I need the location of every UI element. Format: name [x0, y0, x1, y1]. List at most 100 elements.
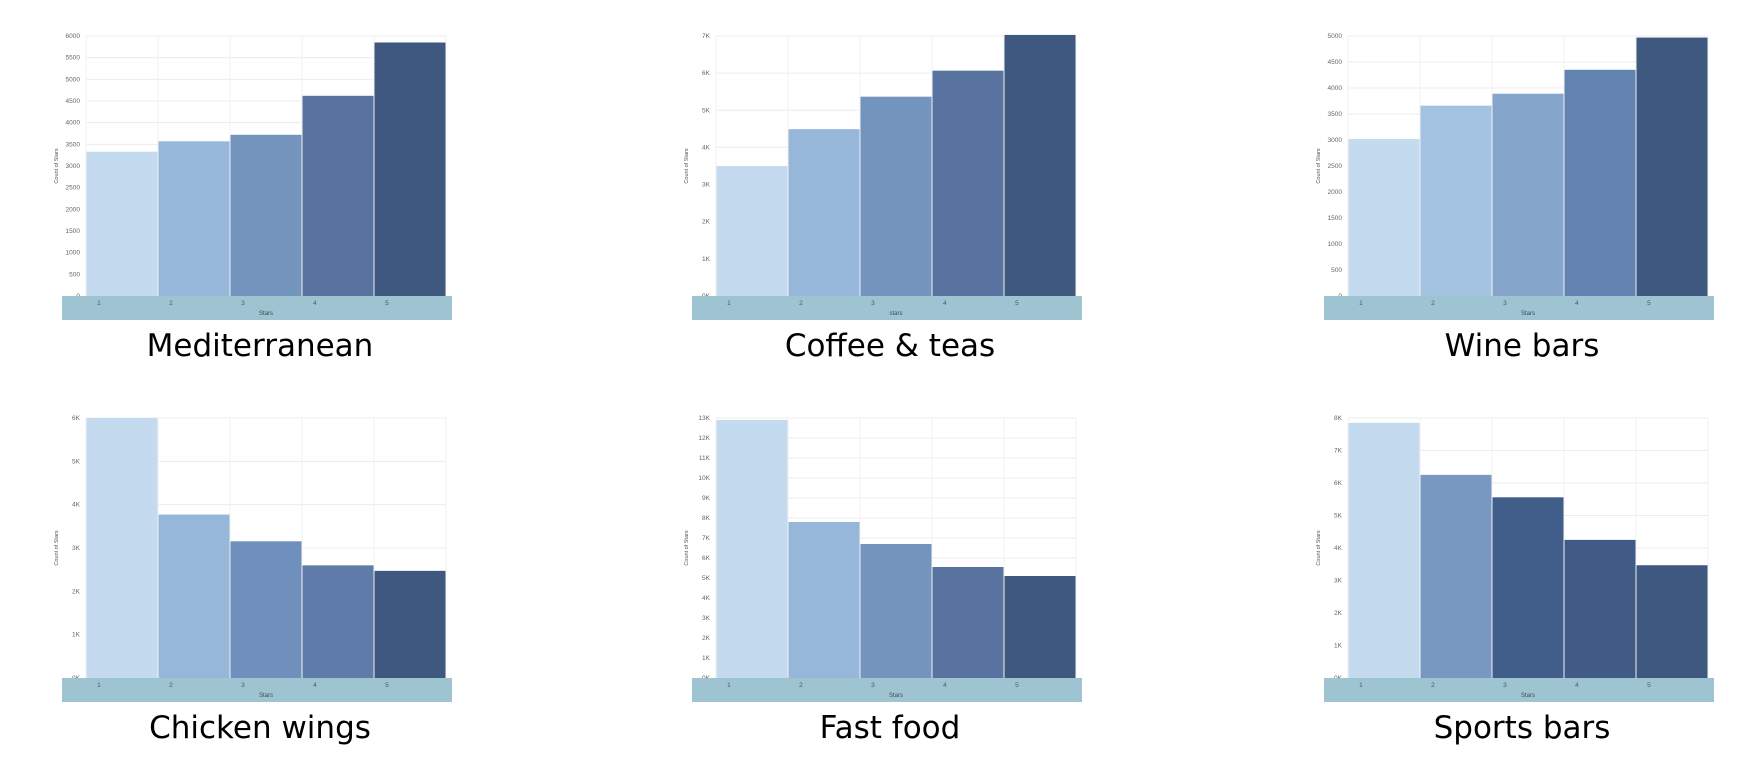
chart-title: Wine bars — [1444, 328, 1600, 364]
y-axis-title: Count of Stars — [684, 148, 690, 183]
x-tick-label: 3 — [1503, 682, 1507, 689]
y-tick-label: 1K — [702, 655, 711, 662]
x-tick-label: 5 — [385, 682, 389, 689]
x-axis-title: stars — [889, 311, 902, 317]
chart-sports-bars: 0K1K2K3K4K5K6K7K8KCount of Stars12345Sta… — [1316, 415, 1714, 702]
x-tick-label: 4 — [1575, 682, 1579, 689]
y-axis-title: Count of Stars — [1316, 530, 1322, 565]
bar-stars-5 — [374, 570, 446, 678]
chart-title: Chicken wings — [149, 710, 371, 746]
bar-stars-3 — [1492, 497, 1564, 678]
y-tick-label: 5K — [1334, 513, 1343, 520]
x-tick-label: 3 — [871, 682, 875, 689]
y-tick-label: 3K — [702, 182, 711, 189]
y-tick-label: 1500 — [66, 228, 81, 235]
y-tick-label: 11K — [699, 455, 711, 462]
chart-panel-coffee-teas: 0K1K2K3K4K5K6K7KCount of Stars12345stars… — [670, 26, 1090, 364]
x-tick-label: 2 — [799, 682, 803, 689]
chart-panel-sports-bars: 0K1K2K3K4K5K6K7K8KCount of Stars12345Sta… — [1302, 408, 1722, 746]
y-tick-label: 4K — [702, 595, 711, 602]
y-tick-label: 2K — [702, 219, 711, 226]
bar-stars-1 — [1348, 138, 1420, 296]
chart-mediterranean: 0500100015002000250030003500400045005000… — [54, 33, 452, 320]
y-tick-label: 1K — [72, 632, 81, 639]
y-tick-label: 3500 — [66, 141, 81, 148]
y-axis-title: Count of Stars — [54, 148, 60, 183]
x-tick-label: 3 — [241, 682, 245, 689]
y-tick-label: 10K — [698, 475, 710, 482]
chart-title: Fast food — [819, 710, 961, 746]
y-axis-title: Count of Stars — [1316, 148, 1322, 183]
x-tick-label: 4 — [313, 682, 317, 689]
y-tick-label: 1000 — [1328, 241, 1343, 248]
chart-fast-food: 0K1K2K3K4K5K6K7K8K9K10K11K12K13KCount of… — [684, 415, 1082, 702]
x-axis-title: Stars — [1521, 693, 1535, 699]
y-tick-label: 3000 — [1328, 137, 1343, 144]
y-tick-label: 8K — [702, 515, 711, 522]
y-tick-label: 7K — [702, 33, 711, 40]
y-tick-label: 1K — [1334, 643, 1343, 650]
y-tick-label: 8K — [1334, 415, 1343, 422]
x-axis-title: Stars — [259, 693, 273, 699]
y-tick-label: 13K — [698, 415, 710, 422]
bar-stars-1 — [1348, 422, 1420, 678]
bar-stars-1 — [86, 418, 158, 678]
y-tick-label: 5K — [72, 458, 81, 465]
bar-stars-5 — [1636, 37, 1708, 297]
x-tick-label: 3 — [1503, 300, 1507, 307]
y-tick-label: 6K — [702, 70, 711, 77]
y-tick-label: 4K — [72, 502, 81, 509]
y-tick-label: 7K — [1334, 448, 1343, 455]
y-tick-label: 2000 — [1328, 189, 1343, 196]
bar-stars-4 — [302, 95, 374, 296]
x-axis-title: Stars — [1521, 311, 1535, 317]
chart-title: Mediterranean — [146, 328, 374, 364]
y-tick-label: 2K — [72, 588, 81, 595]
bar-stars-5 — [1004, 34, 1076, 297]
y-tick-label: 2000 — [66, 206, 81, 213]
y-tick-label: 4500 — [1328, 59, 1343, 66]
y-axis-title: Count of Stars — [54, 530, 60, 565]
y-tick-label: 3000 — [66, 163, 81, 170]
y-tick-label: 2500 — [1328, 163, 1343, 170]
chart-panel-wine-bars: 0500100015002000250030003500400045005000… — [1302, 26, 1722, 364]
y-tick-label: 4000 — [66, 120, 81, 127]
bar-stars-4 — [1564, 539, 1636, 678]
y-tick-label: 1500 — [1328, 215, 1343, 222]
x-tick-label: 5 — [1015, 300, 1019, 307]
y-tick-label: 2500 — [66, 185, 81, 192]
x-axis-band — [62, 678, 452, 702]
y-tick-label: 2K — [1334, 610, 1343, 617]
x-tick-label: 3 — [241, 300, 245, 307]
y-axis-title: Count of Stars — [684, 530, 690, 565]
x-axis-title: Stars — [259, 311, 273, 317]
x-tick-label: 2 — [169, 300, 173, 307]
x-tick-label: 5 — [1647, 300, 1651, 307]
x-tick-label: 4 — [943, 682, 947, 689]
bar-stars-2 — [788, 129, 860, 296]
y-tick-label: 6K — [1334, 480, 1343, 487]
x-axis-title: Stars — [889, 693, 903, 699]
x-tick-label: 1 — [97, 682, 101, 689]
bar-stars-2 — [1420, 105, 1492, 297]
x-tick-label: 1 — [727, 300, 731, 307]
y-tick-label: 6000 — [66, 33, 81, 40]
bar-stars-4 — [302, 565, 374, 678]
bar-stars-4 — [932, 70, 1004, 296]
y-tick-label: 500 — [1331, 267, 1342, 274]
x-tick-label: 4 — [943, 300, 947, 307]
x-tick-label: 1 — [1359, 682, 1363, 689]
bar-stars-3 — [860, 96, 932, 297]
y-tick-label: 4K — [702, 144, 711, 151]
x-tick-label: 5 — [1015, 682, 1019, 689]
bar-stars-1 — [716, 166, 788, 296]
bar-stars-4 — [1564, 69, 1636, 296]
x-axis-band — [692, 296, 1082, 320]
y-tick-label: 5K — [702, 107, 711, 114]
y-tick-label: 4500 — [66, 98, 81, 105]
y-tick-label: 5K — [702, 575, 711, 582]
bar-stars-5 — [1636, 565, 1708, 678]
bar-stars-2 — [788, 522, 860, 678]
